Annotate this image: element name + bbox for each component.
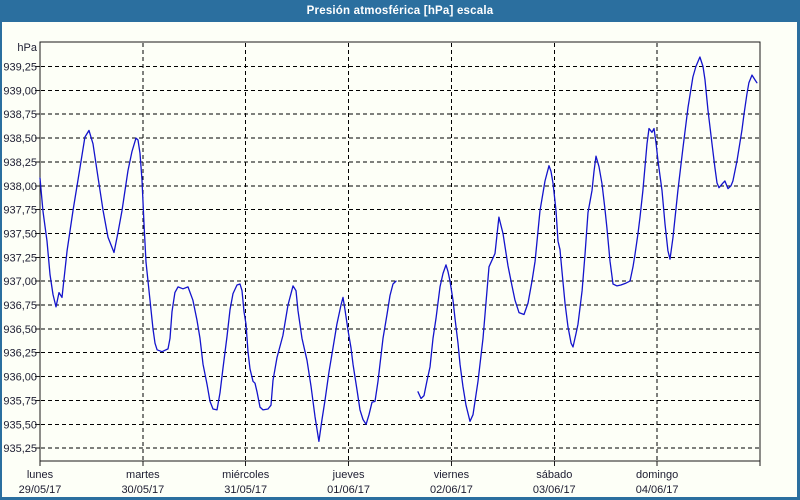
y-tick-label: 936,75: [3, 300, 37, 312]
y-tick-labels: 939,25 939,00 938,75 938,50 938,25 938,00 937,…: [3, 62, 37, 456]
x-tick-date-label: 03/06/17: [533, 484, 576, 496]
x-tick-date-label: 01/06/17: [327, 484, 370, 496]
y-tick-label: 937,50: [3, 228, 37, 240]
x-tick-day-label: miércoles: [222, 469, 270, 481]
y-tick-label: 935,50: [3, 419, 37, 431]
y-axis-unit-label: hPa: [17, 42, 37, 54]
x-tick-day-label: martes: [126, 469, 160, 481]
y-tick-label: 936,00: [3, 372, 37, 384]
y-tick-label: 935,25: [3, 443, 37, 455]
x-tick-date-label: 02/06/17: [430, 484, 473, 496]
pressure-line: [39, 129, 397, 443]
x-tick-date-label: 04/06/17: [636, 484, 679, 496]
pressure-line: [417, 56, 758, 423]
y-tick-label: 937,25: [3, 252, 37, 264]
x-tick-day-label: lunes: [27, 469, 54, 481]
axis-ticks: [35, 66, 761, 466]
plot-border: [39, 41, 761, 462]
x-tick-day-label: viernes: [434, 469, 470, 481]
x-tick-date-label: 29/05/17: [19, 484, 62, 496]
y-tick-label: 935,75: [3, 395, 37, 407]
vertical-gridlines: [142, 43, 658, 460]
y-tick-label: 939,00: [3, 85, 37, 97]
chart-panel: [2, 22, 797, 497]
y-tick-label: 938,50: [3, 133, 37, 145]
y-tick-label: 937,00: [3, 276, 37, 288]
window-title-text: Presión atmosférica [hPa] escala: [306, 5, 494, 17]
x-tick-day-label: jueves: [332, 469, 365, 481]
y-tick-label: 939,25: [3, 62, 37, 74]
y-tick-label: 936,25: [3, 348, 37, 360]
x-tick-date-label: 31/05/17: [224, 484, 267, 496]
y-tick-label: 938,75: [3, 109, 37, 121]
x-tick-date-label: 30/05/17: [121, 484, 164, 496]
y-tick-label: 937,75: [3, 205, 37, 217]
pressure-line-series: [39, 56, 758, 443]
y-tick-label: 938,25: [3, 157, 37, 169]
x-tick-labels: lunes 29/05/17 martes 30/05/17 miércoles 31/0…: [19, 469, 679, 496]
y-tick-label: 938,00: [3, 181, 37, 193]
y-tick-label: 936,50: [3, 324, 37, 336]
horizontal-gridlines: [41, 66, 759, 449]
window-titlebar[interactable]: Presión atmosférica [hPa] escala: [0, 0, 800, 22]
x-tick-day-label: sábado: [536, 469, 572, 481]
x-tick-day-label: domingo: [636, 469, 678, 481]
